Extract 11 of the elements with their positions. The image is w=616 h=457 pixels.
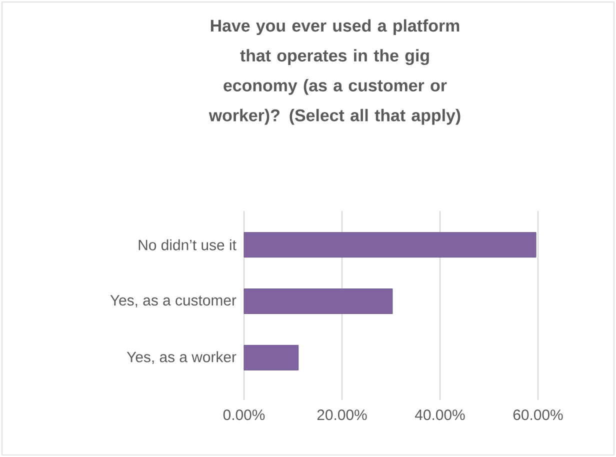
bar xyxy=(244,344,299,370)
bar xyxy=(244,232,536,258)
bar xyxy=(244,288,393,314)
x-tick-label: 40.00% xyxy=(415,410,465,420)
y-tick-label: Yes, as a worker xyxy=(126,351,236,364)
x-tick-label: 60.00% xyxy=(513,410,563,420)
x-tick-label: 20.00% xyxy=(317,410,367,420)
y-tick-label: Yes, as a customer xyxy=(110,295,236,308)
chart-title: Have you ever used a platform that operates in the gig economy (as a customer or worker)? (Select all that apply) xyxy=(208,19,460,125)
y-tick-label: No didn’t use it xyxy=(138,239,236,250)
x-tick-label: 0.00% xyxy=(223,410,265,420)
